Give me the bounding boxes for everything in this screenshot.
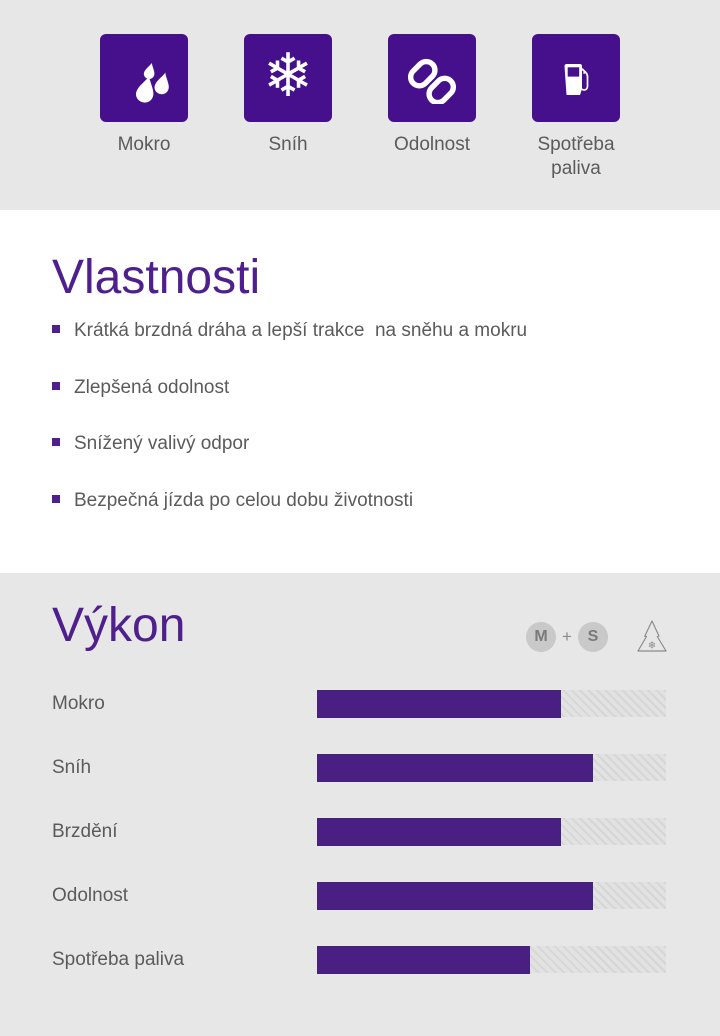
svg-text:❄: ❄ [648, 641, 656, 652]
